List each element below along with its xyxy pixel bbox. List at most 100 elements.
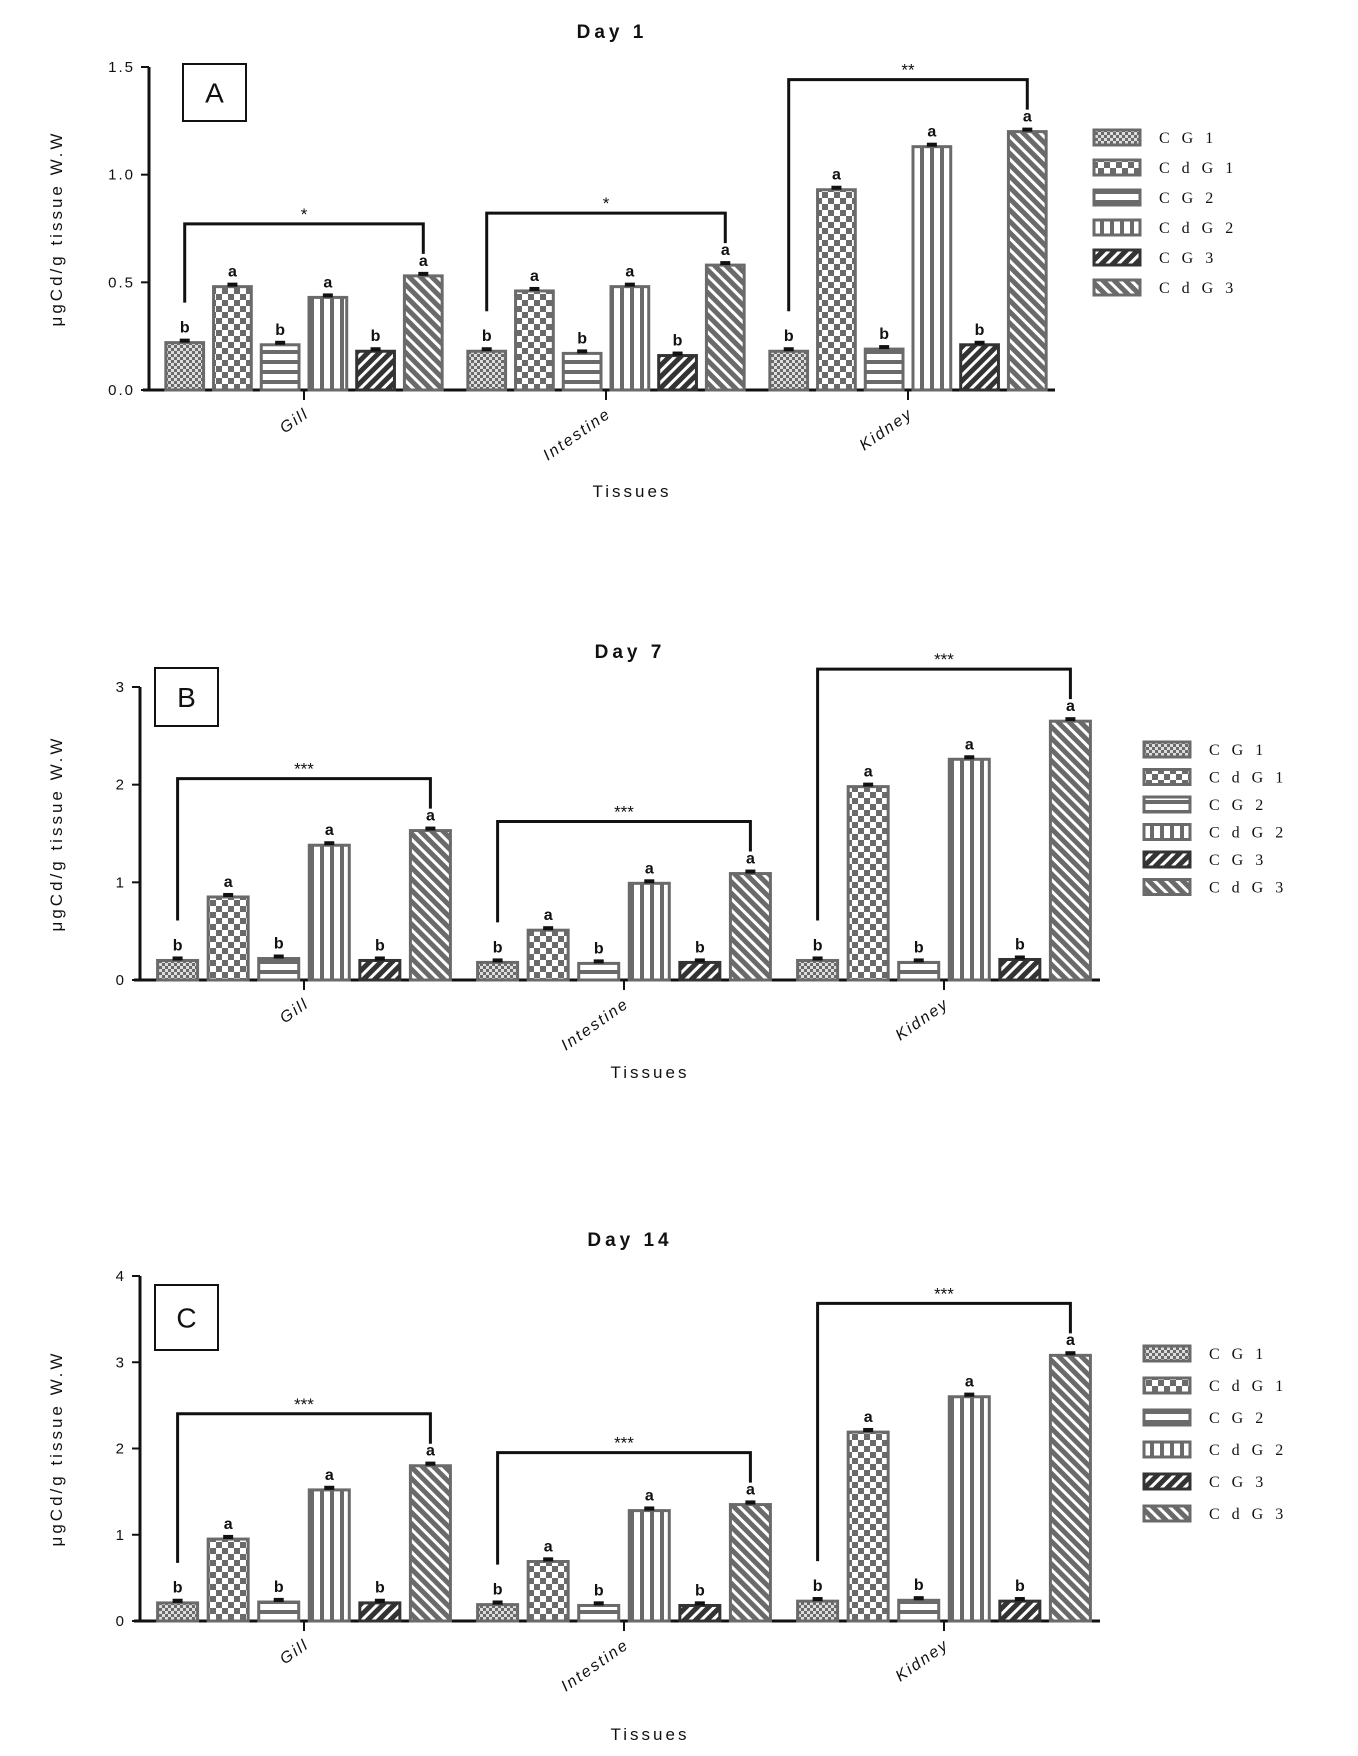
error-bar — [863, 782, 874, 787]
legend-swatch — [1142, 1408, 1192, 1427]
bar-cdg3-gill — [402, 274, 444, 392]
bar-cdg3-kidney — [1048, 719, 1092, 982]
bar-cg3-gill — [358, 1601, 402, 1623]
bar-cdg3-intestine — [728, 1503, 772, 1623]
bar-cdg2-gill — [307, 1488, 351, 1623]
legend-label: C G 1 — [1159, 130, 1217, 147]
error-bar — [543, 926, 554, 931]
significance-letter: a — [224, 874, 233, 891]
bar-cg3-intestine — [657, 354, 698, 392]
significance-bracket — [787, 78, 1029, 312]
bar-cdg1-gill — [212, 285, 253, 392]
significance-letter: a — [323, 274, 332, 291]
legend-label: C d G 3 — [1209, 1506, 1287, 1523]
legend-swatch — [1142, 823, 1192, 841]
bar-cdg3-intestine — [704, 263, 746, 392]
legend-swatch — [1092, 218, 1142, 237]
bar-cg1-kidney — [796, 1599, 840, 1623]
significance-letter: a — [864, 1409, 873, 1426]
significance-letter: a — [325, 822, 334, 839]
significance-letter: b — [173, 937, 183, 954]
error-bar — [425, 1461, 436, 1466]
error-bar — [694, 958, 705, 963]
significance-letter: a — [832, 167, 841, 184]
error-bar — [529, 286, 540, 291]
legend-label: C d G 3 — [1209, 880, 1287, 897]
error-bar — [926, 142, 937, 147]
x-axis-label: Tissues — [611, 1725, 690, 1744]
error-bar — [577, 349, 588, 354]
y-axis-label: μgCd/g tissue W.W — [47, 1351, 66, 1547]
significance-letter: a — [645, 1487, 654, 1504]
legend-swatch — [1092, 128, 1142, 147]
error-bar — [1065, 717, 1076, 722]
legend-swatch — [1142, 878, 1192, 896]
chart-panel-A: Day 1 A 0.0 0.5 1.0 1.5 μgCd/g tissue W.W Tissu… — [47, 22, 1237, 501]
bar-cg2-intestine — [577, 961, 621, 982]
legend-label: C G 1 — [1209, 742, 1267, 759]
bar-cg3-intestine — [678, 960, 722, 982]
significance-letter: b — [914, 1577, 924, 1594]
legend-swatch — [1142, 1504, 1192, 1523]
legend-label: C G 2 — [1159, 190, 1217, 207]
x-tick-label-kidney: Kidney — [893, 995, 953, 1044]
significance-stars: *** — [294, 760, 314, 779]
y-tick-label: 1.0 — [108, 167, 135, 184]
significance-letter: b — [673, 333, 683, 350]
chart-panel-C: Day 14 C 0 1 2 3 4 μgCd/g tissue W.W Tissues Gill… — [47, 1230, 1287, 1744]
y-tick-label: 0.0 — [108, 382, 135, 399]
x-axis-label: Tissues — [611, 1063, 690, 1082]
bar-cdg3-kidney — [1048, 1353, 1092, 1623]
bar-cdg2-kidney — [911, 145, 953, 392]
error-bar — [783, 347, 794, 352]
significance-letter: a — [625, 264, 634, 281]
error-bar — [644, 879, 655, 884]
significance-letter: b — [594, 940, 604, 957]
bar-cdg1-kidney — [846, 785, 890, 982]
error-bar — [745, 1500, 756, 1505]
error-bar — [593, 1601, 604, 1606]
legend-label: C d G 2 — [1159, 220, 1237, 237]
y-axis-label: μgCd/g tissue W.W — [47, 736, 66, 932]
significance-letter: b — [813, 937, 823, 954]
bar-cg1-gill — [156, 1601, 200, 1623]
error-bar — [964, 755, 975, 760]
bar-cg3-kidney — [998, 1599, 1042, 1623]
significance-letter: b — [594, 1582, 604, 1599]
panel-label-box — [154, 1284, 219, 1351]
error-bar — [324, 841, 335, 846]
significance-stars: *** — [934, 1284, 954, 1303]
error-bar — [492, 958, 503, 963]
significance-letter: b — [482, 328, 492, 345]
x-tick-label-kidney: Kidney — [857, 405, 917, 454]
error-bar — [624, 282, 635, 287]
significance-letter: b — [879, 326, 889, 343]
legend-swatch — [1142, 795, 1192, 814]
bar-cdg1-intestine — [526, 928, 570, 982]
bar-cg3-gill — [355, 349, 396, 392]
significance-letter: b — [1015, 936, 1025, 953]
y-tick-label: 4 — [116, 1268, 126, 1285]
bar-cdg2-gill — [307, 843, 351, 982]
panel-label: A — [205, 78, 224, 109]
significance-letter: a — [544, 1538, 553, 1555]
legend-swatch — [1092, 188, 1142, 207]
error-bar — [223, 892, 234, 897]
x-tick-label-intestine: Intestine — [558, 995, 632, 1054]
bar-cdg3-gill — [408, 829, 452, 982]
y-tick-label: 0 — [116, 1613, 126, 1630]
legend-label: C d G 3 — [1159, 280, 1237, 297]
bar-cdg2-gill — [307, 295, 349, 392]
error-bar — [964, 1392, 975, 1397]
bar-cdg3-intestine — [728, 872, 772, 982]
bar-cg1-intestine — [476, 1603, 520, 1623]
bar-cdg3-kidney — [1006, 130, 1048, 392]
bar-cg2-gill — [257, 957, 301, 982]
y-tick-label: 1.5 — [108, 59, 135, 76]
x-tick-label-gill: Gill — [277, 1636, 312, 1668]
bar-cdg1-kidney — [846, 1430, 890, 1623]
error-bar — [863, 1427, 874, 1433]
bar-cdg2-intestine — [627, 1509, 671, 1623]
bar-cdg1-kidney — [816, 188, 857, 392]
error-bar — [879, 345, 890, 350]
